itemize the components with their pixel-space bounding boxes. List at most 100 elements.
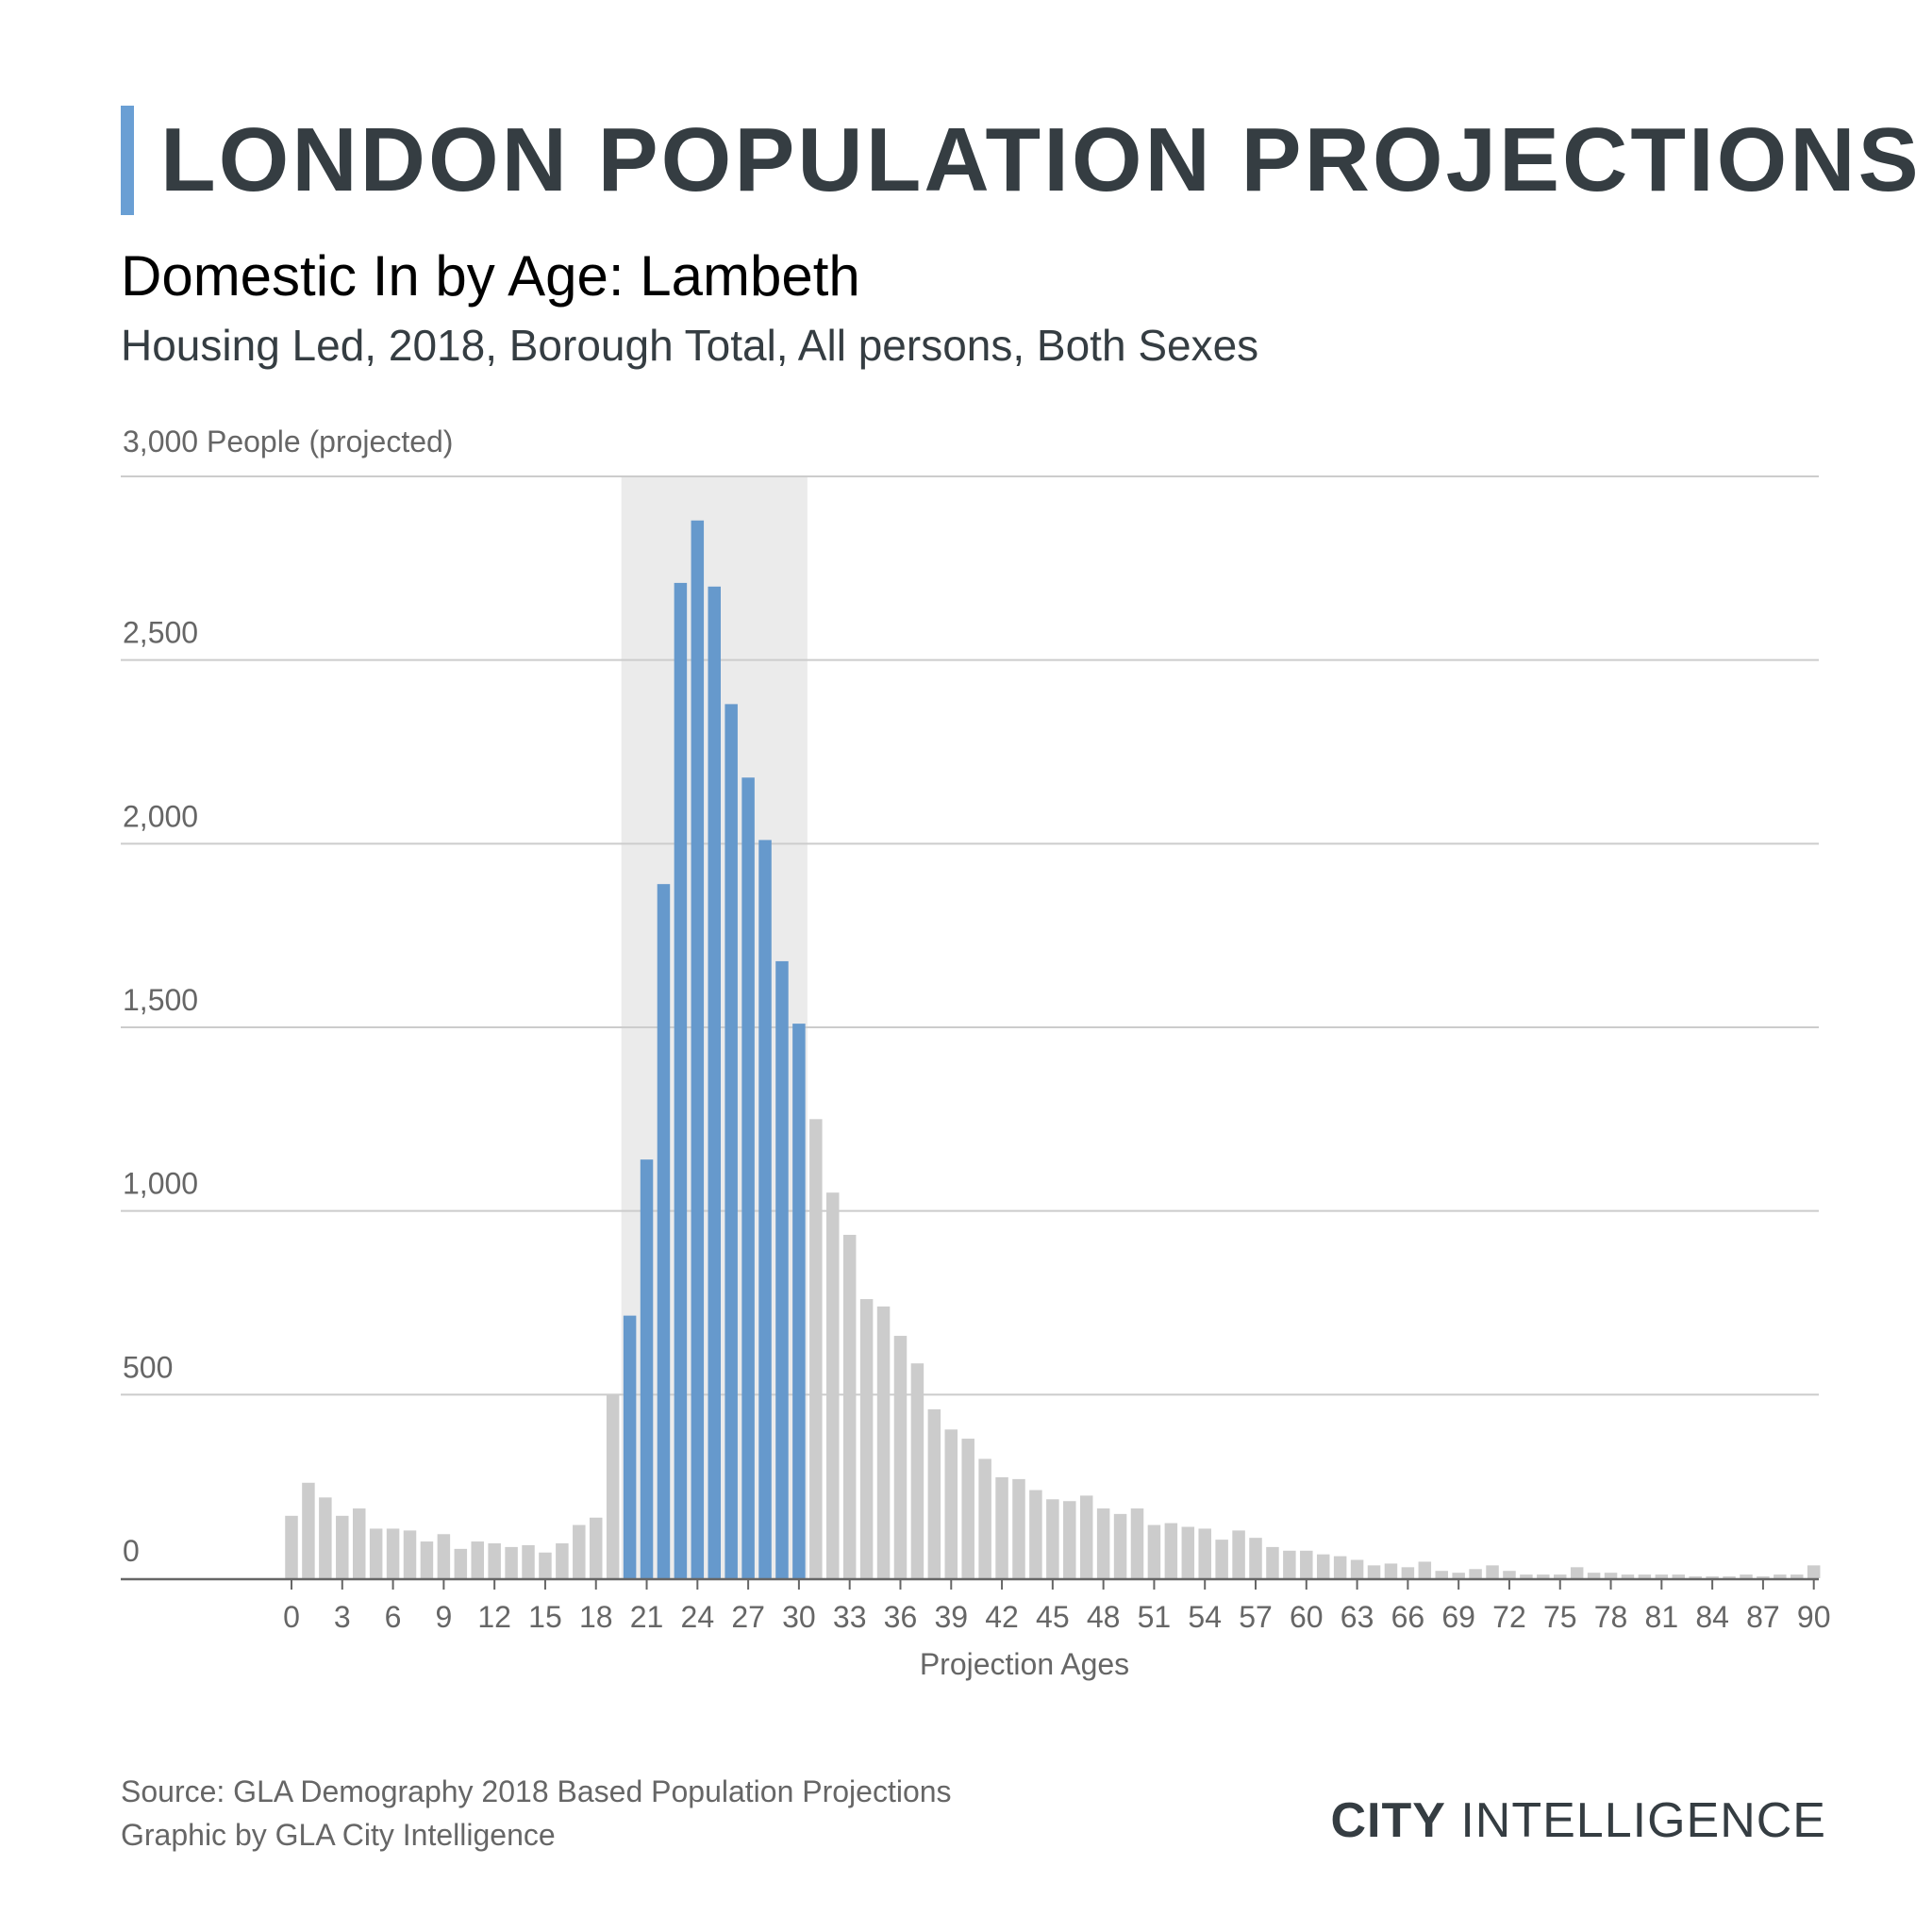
bar-age-42 bbox=[995, 1476, 1008, 1578]
bar-age-41 bbox=[978, 1458, 991, 1578]
bar-age-57 bbox=[1249, 1538, 1262, 1578]
x-tick-label: 15 bbox=[528, 1600, 562, 1634]
bar-age-49 bbox=[1113, 1513, 1127, 1578]
bar-age-87 bbox=[1757, 1576, 1770, 1578]
bar-age-45 bbox=[1046, 1499, 1059, 1578]
x-tick-label: 9 bbox=[435, 1600, 452, 1634]
x-tick-label: 3 bbox=[334, 1600, 351, 1634]
bar-age-22 bbox=[657, 884, 671, 1578]
bar-age-19 bbox=[606, 1394, 620, 1578]
x-tick-label: 18 bbox=[579, 1600, 613, 1634]
bar-age-7 bbox=[403, 1530, 417, 1578]
bar-age-65 bbox=[1384, 1563, 1398, 1578]
bar-age-73 bbox=[1520, 1574, 1533, 1578]
bar-age-0 bbox=[285, 1515, 298, 1578]
bar-age-60 bbox=[1300, 1550, 1313, 1578]
bar-age-50 bbox=[1130, 1508, 1144, 1578]
bar-age-56 bbox=[1232, 1530, 1245, 1578]
x-tick-label: 45 bbox=[1036, 1600, 1070, 1634]
population-bar-chart: 0 500 1,000 1,500 2,000 2,500 3,000 People (pr… bbox=[121, 425, 1831, 1681]
x-tick-label: 57 bbox=[1239, 1600, 1273, 1634]
x-tick-label: 48 bbox=[1087, 1600, 1121, 1634]
bar-age-31 bbox=[809, 1119, 823, 1578]
bar-age-88 bbox=[1774, 1574, 1787, 1578]
bar-age-1 bbox=[302, 1482, 315, 1578]
bar-age-15 bbox=[539, 1552, 552, 1578]
bar-age-43 bbox=[1012, 1478, 1025, 1578]
x-tick-label: 75 bbox=[1543, 1600, 1577, 1634]
bar-age-13 bbox=[505, 1546, 518, 1578]
bar-age-66 bbox=[1401, 1567, 1415, 1578]
city-intelligence-logo: CITY INTELLIGENCE bbox=[1330, 1792, 1826, 1849]
bar-age-9 bbox=[437, 1534, 451, 1578]
bar-age-48 bbox=[1096, 1508, 1110, 1578]
bar-age-75 bbox=[1554, 1574, 1567, 1578]
bar-age-33 bbox=[842, 1234, 857, 1578]
bar-age-51 bbox=[1147, 1524, 1161, 1578]
bar-age-36 bbox=[893, 1336, 908, 1578]
x-tick-label: 69 bbox=[1441, 1600, 1475, 1634]
x-tick-label: 60 bbox=[1290, 1600, 1324, 1634]
title-accent-bar bbox=[121, 106, 134, 215]
bar-age-32 bbox=[826, 1192, 840, 1578]
bar-age-59 bbox=[1283, 1550, 1296, 1578]
bar-age-47 bbox=[1079, 1495, 1093, 1578]
bar-age-71 bbox=[1486, 1565, 1499, 1578]
x-tick-label: 90 bbox=[1797, 1600, 1831, 1634]
bar-age-74 bbox=[1537, 1574, 1550, 1578]
x-axis-title: Projection Ages bbox=[920, 1647, 1129, 1681]
bar-age-54 bbox=[1198, 1528, 1211, 1578]
bar-age-16 bbox=[556, 1543, 569, 1578]
bar-age-44 bbox=[1029, 1490, 1042, 1578]
x-tick-label: 66 bbox=[1391, 1600, 1425, 1634]
chart-description: Housing Led, 2018, Borough Total, All pe… bbox=[121, 321, 1259, 370]
y-tick-label: 2,500 bbox=[123, 616, 198, 650]
bar-age-37 bbox=[910, 1363, 924, 1578]
bar-age-8 bbox=[420, 1541, 434, 1578]
x-tick-label: 72 bbox=[1492, 1600, 1526, 1634]
x-tick-label: 42 bbox=[985, 1600, 1019, 1634]
bar-age-35 bbox=[876, 1306, 891, 1578]
bar-age-46 bbox=[1063, 1501, 1076, 1578]
bar-age-55 bbox=[1215, 1540, 1228, 1578]
bar-age-11 bbox=[471, 1541, 484, 1578]
y-tick-label: 1,500 bbox=[123, 983, 198, 1017]
source-line: Source: GLA Demography 2018 Based Popula… bbox=[121, 1774, 952, 1808]
bar-age-27 bbox=[741, 777, 755, 1578]
bar-age-5 bbox=[369, 1528, 383, 1578]
bar-age-83 bbox=[1689, 1576, 1702, 1578]
x-tick-label: 87 bbox=[1746, 1600, 1780, 1634]
bar-age-80 bbox=[1638, 1574, 1652, 1578]
bar-age-12 bbox=[488, 1543, 501, 1578]
bar-age-2 bbox=[319, 1497, 332, 1578]
bar-age-26 bbox=[724, 704, 738, 1578]
bar-age-29 bbox=[775, 960, 789, 1578]
x-tick-label: 63 bbox=[1341, 1600, 1374, 1634]
chart-subtitle: Domestic In by Age: Lambeth bbox=[121, 244, 860, 308]
bar-age-64 bbox=[1367, 1565, 1381, 1578]
bar-age-63 bbox=[1350, 1559, 1364, 1578]
x-tick-label: 0 bbox=[283, 1600, 300, 1634]
x-tick-label: 33 bbox=[833, 1600, 867, 1634]
bar-age-69 bbox=[1452, 1573, 1465, 1578]
bar-age-84 bbox=[1706, 1576, 1719, 1578]
bar-age-72 bbox=[1503, 1571, 1516, 1578]
bar-age-30 bbox=[792, 1024, 806, 1578]
y-axis-title: 3,000 People (projected) bbox=[123, 425, 453, 458]
x-tick-label: 54 bbox=[1188, 1600, 1222, 1634]
bar-age-89 bbox=[1790, 1574, 1804, 1578]
bar-age-40 bbox=[961, 1439, 974, 1578]
x-tick-label: 51 bbox=[1138, 1600, 1172, 1634]
bar-age-23 bbox=[674, 582, 688, 1578]
bar-age-28 bbox=[758, 840, 772, 1578]
bar-age-85 bbox=[1723, 1576, 1736, 1578]
logo-city: CITY bbox=[1330, 1793, 1446, 1848]
bar-age-79 bbox=[1621, 1574, 1635, 1578]
bar-age-18 bbox=[589, 1517, 603, 1578]
logo-intelligence: INTELLIGENCE bbox=[1445, 1793, 1826, 1848]
bar-age-58 bbox=[1266, 1546, 1279, 1578]
bar-age-62 bbox=[1333, 1556, 1347, 1578]
source-note: Source: GLA Demography 2018 Based Popula… bbox=[121, 1770, 952, 1857]
bar-age-67 bbox=[1418, 1561, 1432, 1578]
x-tick-label: 30 bbox=[782, 1600, 816, 1634]
